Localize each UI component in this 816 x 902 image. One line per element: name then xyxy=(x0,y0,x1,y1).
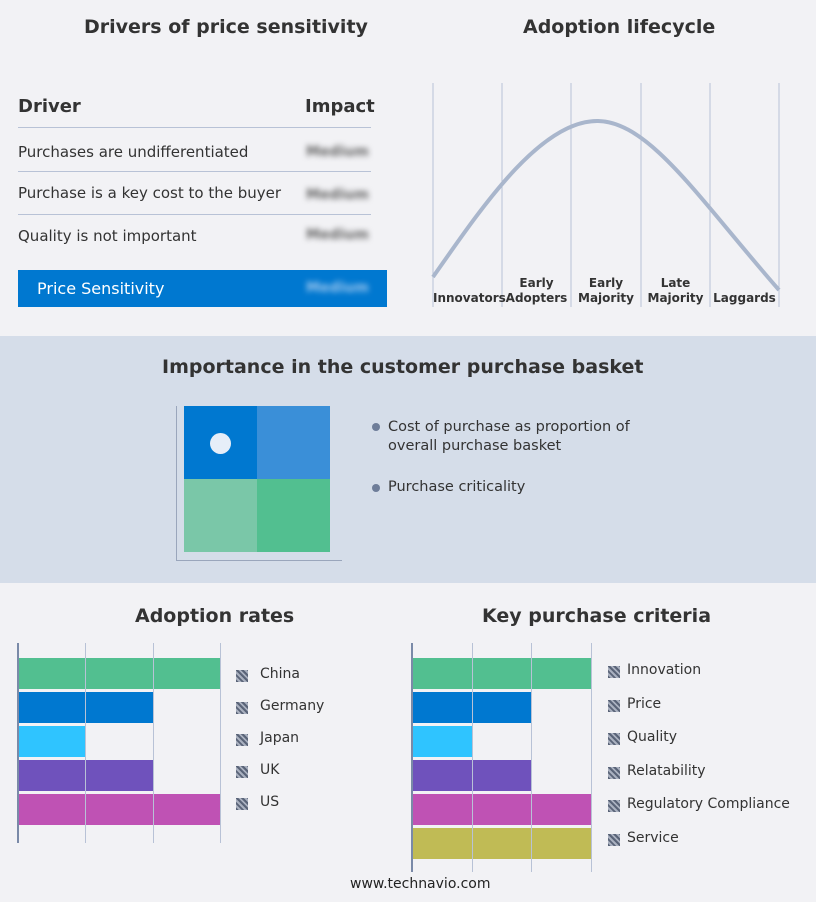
legend-label: Germany xyxy=(260,698,325,714)
legend-label: Regulatory Compliance xyxy=(627,796,790,813)
stage-label-line: Majority xyxy=(647,291,704,305)
legend-swatch-icon xyxy=(608,800,620,813)
legend-label: Innovation xyxy=(627,662,702,678)
basket-legend-1: Cost of purchase as proportion of overal… xyxy=(388,419,630,454)
driver-row-2: Purchase is a key cost to the buyer xyxy=(18,184,282,202)
bullet-icon xyxy=(372,423,380,431)
price-sensitivity-label: Price Sensitivity xyxy=(37,279,165,298)
impact-row-3: Medium xyxy=(306,227,369,243)
lifecycle-chart xyxy=(431,83,781,307)
basket-quadrant xyxy=(257,479,330,552)
axis-line xyxy=(411,643,413,872)
adoption-curve xyxy=(431,118,781,292)
legend-swatch-icon xyxy=(608,834,620,846)
lifecycle-title: Adoption lifecycle xyxy=(523,16,716,38)
divider xyxy=(18,171,371,172)
stage-label: Early Majority xyxy=(571,276,641,306)
legend-swatch-icon xyxy=(608,766,620,779)
stage-label-line: Laggards xyxy=(713,291,776,305)
bullet-icon xyxy=(372,484,380,492)
legend-swatch-icon xyxy=(608,733,620,746)
drivers-title: Drivers of price sensitivity xyxy=(84,16,368,38)
impact-header: Impact xyxy=(305,96,375,117)
bar xyxy=(412,726,472,757)
basket-title: Importance in the customer purchase bask… xyxy=(162,356,644,378)
bar xyxy=(412,828,591,859)
gridline xyxy=(85,643,87,843)
gridline xyxy=(471,643,473,872)
gridline xyxy=(531,643,533,872)
stage-label-line: Innovators xyxy=(433,291,506,305)
stage-label-line: Late xyxy=(660,276,691,290)
bar xyxy=(18,726,86,757)
stage-label-line: Adopters xyxy=(505,291,568,305)
legend-label: Japan xyxy=(260,730,300,746)
footer-url[interactable]: www.technavio.com xyxy=(350,876,491,892)
gridline xyxy=(152,643,154,843)
basket-band xyxy=(0,336,816,583)
stage-label-line: Early xyxy=(588,276,624,290)
legend-swatch-icon xyxy=(608,699,620,712)
basket-quadrant xyxy=(257,406,330,479)
legend-label: China xyxy=(260,666,300,682)
gridline xyxy=(220,643,221,843)
basket-axis xyxy=(176,406,177,560)
divider xyxy=(18,214,371,215)
stage-label: Innovators xyxy=(433,291,506,306)
axis-line xyxy=(17,643,19,843)
legend-label: Relatability xyxy=(627,762,706,779)
impact-row-2: Medium xyxy=(306,187,369,203)
legend-swatch-icon xyxy=(608,666,620,678)
bar xyxy=(412,658,591,689)
legend-label: Price xyxy=(627,695,662,712)
driver-row-3: Quality is not important xyxy=(18,227,197,245)
impact-row-1: Medium xyxy=(306,144,369,160)
stage-label-line: Majority xyxy=(578,291,634,305)
legend-swatch-icon xyxy=(236,702,248,714)
legend-swatch-icon xyxy=(236,798,248,810)
driver-row-1: Purchases are undifferentiated xyxy=(18,143,249,161)
bar xyxy=(18,794,220,825)
legend-swatch-icon xyxy=(236,766,248,778)
stage-label: Laggards xyxy=(710,291,779,306)
gridline xyxy=(591,643,592,872)
legend-label: US xyxy=(260,794,280,810)
position-marker xyxy=(210,433,231,454)
stage-label: Early Adopters xyxy=(502,276,571,306)
basket-legend-2: Purchase criticality xyxy=(388,479,526,495)
stage-label-line: Early xyxy=(519,276,554,290)
bar xyxy=(18,658,220,689)
driver-header: Driver xyxy=(18,96,81,117)
legend-label: Quality xyxy=(627,729,678,746)
legend-label: Service xyxy=(627,830,679,846)
adoption-rates-title: Adoption rates xyxy=(135,605,295,627)
legend-swatch-icon xyxy=(236,670,248,682)
basket-quadrant xyxy=(184,479,257,552)
basket-axis xyxy=(176,560,342,561)
stage-label: Late Majority xyxy=(641,276,710,306)
price-sensitivity-row: Price Sensitivity Medium xyxy=(18,270,387,307)
legend-swatch-icon xyxy=(236,734,248,746)
legend-label: UK xyxy=(260,762,280,778)
kpc-title: Key purchase criteria xyxy=(482,605,712,627)
bar xyxy=(412,794,591,825)
price-sensitivity-impact: Medium xyxy=(306,280,369,296)
divider xyxy=(18,127,371,128)
